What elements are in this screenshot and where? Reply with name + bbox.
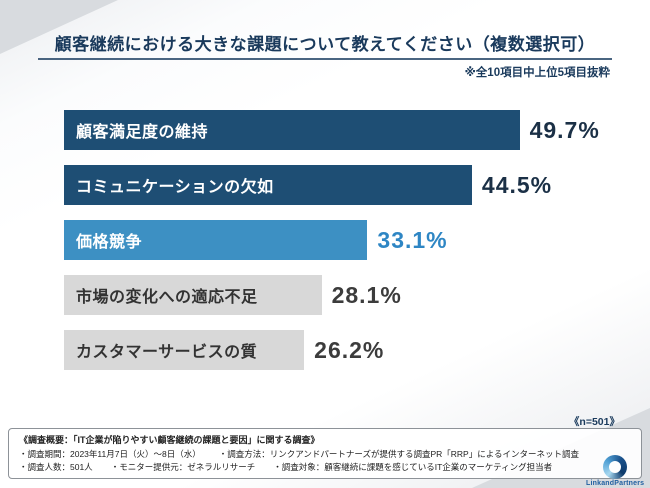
subtitle-note: ※全10項目中上位5項目抜粋 <box>464 67 610 79</box>
page-title: 顧客継続における大きな課題について教えてください（複数選択可） <box>54 35 596 54</box>
survey-summary-box: 《調査概要：「IT企業が陥りやすい顧客継続の課題と要因」に関する調査》 ・調査期… <box>8 427 642 479</box>
bar-row: コミュニケーションの欠如 44.5% <box>64 165 614 205</box>
bar-label: カスタマーサービスの質 <box>76 344 258 361</box>
bar-row: カスタマーサービスの質 26.2% <box>64 330 614 370</box>
survey-item-respondents: ・調査人数：501人 <box>19 461 93 472</box>
logo-text: LinkandPartners <box>586 480 645 487</box>
bar-value: 28.1% <box>331 281 402 308</box>
bar-label: コミュニケーションの欠如 <box>76 179 274 196</box>
bar-row: 市場の変化への適応不足 28.1% <box>64 275 614 315</box>
survey-item-monitor: ・モニター提供元：ゼネラルリサーチ <box>110 461 256 472</box>
survey-line: ・調査期間：2023年11月7日（火）～8日（水） ・調査方法：リンクアンドパー… <box>19 448 631 461</box>
bar-fill-market-adaptation: 市場の変化への適応不足 <box>64 275 322 315</box>
bar-value: 33.1% <box>377 226 448 253</box>
sample-size-note: 《n=501》 <box>568 416 620 428</box>
bar-row: 顧客満足度の維持 49.7% <box>64 110 614 150</box>
bar-value: 26.2% <box>314 336 385 363</box>
survey-heading: 《調査概要：「IT企業が陥りやすい顧客継続の課題と要因」に関する調査》 <box>19 434 320 445</box>
bar-fill-customer-service-quality: カスタマーサービスの質 <box>64 330 305 370</box>
survey-item-period: ・調査期間：2023年11月7日（火）～8日（水） <box>19 448 201 459</box>
bar-value: 44.5% <box>481 171 553 198</box>
bar-label: 市場の変化への適応不足 <box>76 289 258 306</box>
linkandpartners-logo: LinkandPartners <box>586 455 644 487</box>
survey-item-target: ・調査対象：顧客継続に課題を感じているIT企業のマーケティング担当者 <box>273 461 553 472</box>
survey-line: ・調査人数：501人 ・モニター提供元：ゼネラルリサーチ ・調査対象：顧客継続に… <box>19 461 631 474</box>
bar-fill-price-competition: 価格競争 <box>64 220 368 260</box>
bar-chart: 顧客満足度の維持 49.7% コミュニケーションの欠如 44.5% 価格競争 3… <box>64 110 614 385</box>
logo-mark-icon <box>603 455 627 479</box>
bar-value: 49.7% <box>529 116 600 143</box>
bar-label: 価格競争 <box>76 234 143 251</box>
bar-fill-customer-satisfaction: 顧客満足度の維持 <box>64 110 520 150</box>
title-divider <box>38 58 612 60</box>
bar-label: 顧客満足度の維持 <box>76 124 209 141</box>
bar-row: 価格競争 33.1% <box>64 220 614 260</box>
bar-fill-communication-lack: コミュニケーションの欠如 <box>64 165 472 205</box>
survey-item-method: ・調査方法：リンクアンドパートナーズが提供する調査PR「RRP」によるインターネ… <box>218 448 579 459</box>
